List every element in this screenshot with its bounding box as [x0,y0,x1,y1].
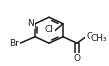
Text: CH₃: CH₃ [91,34,108,43]
Text: Br: Br [9,39,19,48]
Text: O: O [86,32,93,41]
Text: O: O [73,54,80,63]
Text: Cl: Cl [45,25,54,34]
Text: N: N [28,19,34,28]
